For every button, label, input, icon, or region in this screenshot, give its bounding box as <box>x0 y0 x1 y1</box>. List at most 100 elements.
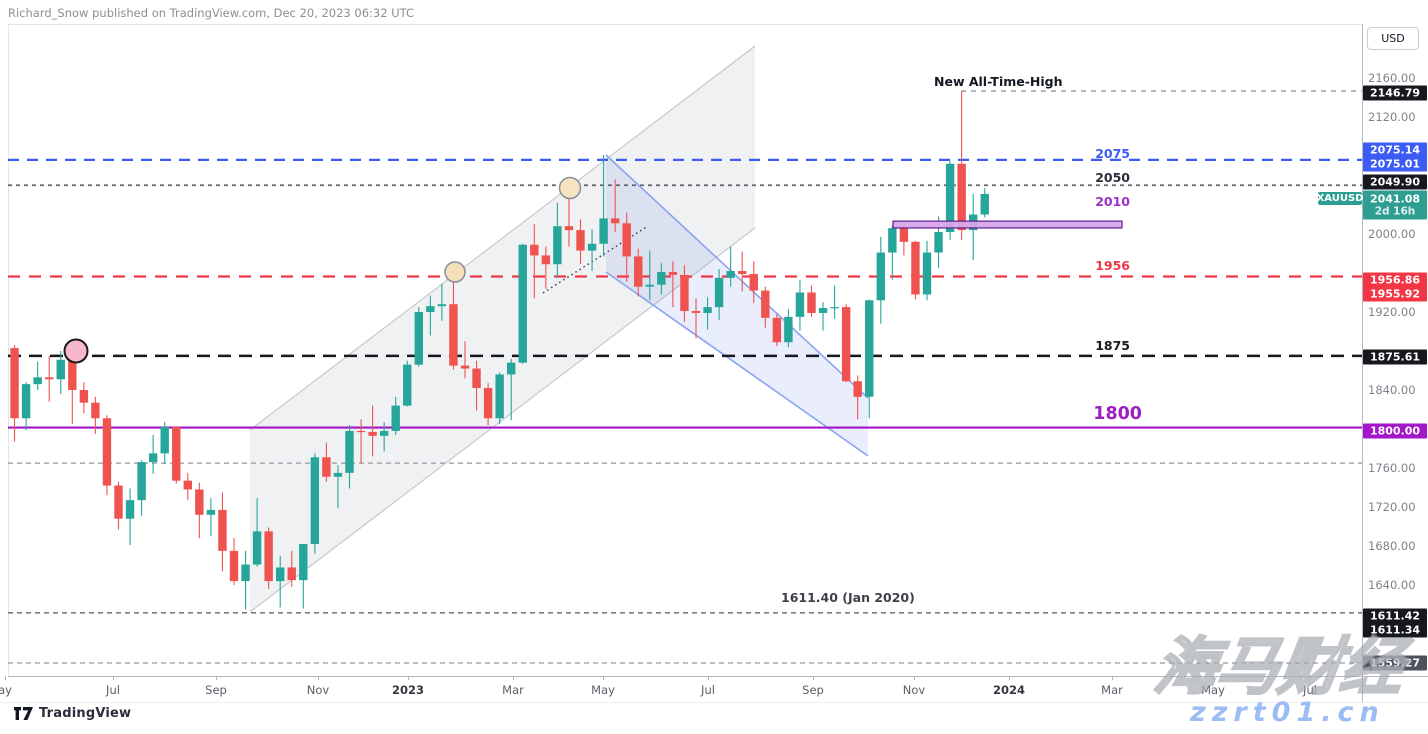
candle-body <box>784 316 793 343</box>
time-axis-tick <box>513 676 514 680</box>
candle-body <box>495 374 504 419</box>
candle-body <box>541 255 551 265</box>
candle-body <box>680 274 689 312</box>
time-axis-tick <box>1213 676 1214 680</box>
candle-body <box>472 368 481 389</box>
price-badge-1800.00: 1800.00 <box>1363 423 1427 439</box>
channel-edge <box>605 154 869 399</box>
candle-body <box>599 218 608 244</box>
price-badge-1955.92: 1955.92 <box>1363 286 1427 302</box>
time-axis-label-ay: ay <box>0 683 12 697</box>
currency-toggle-button[interactable]: USD <box>1367 27 1419 50</box>
candle-body <box>379 430 389 436</box>
candle-body <box>345 430 354 473</box>
candle-body <box>449 304 458 366</box>
candle-body <box>356 430 366 433</box>
candle-body <box>91 402 100 419</box>
price-badge-value: 1875.61 <box>1369 350 1421 364</box>
price-badge-value: 1611.42 <box>1369 609 1421 623</box>
chart-layers <box>8 45 1362 664</box>
price-scale-label: 1720.00 <box>1368 500 1416 514</box>
time-axis-label-mar: Mar <box>1101 683 1123 697</box>
time-axis-label-mar: Mar <box>502 683 524 697</box>
time-axis-tick <box>914 676 915 680</box>
price-badge-1611.42: 1611.42 <box>1363 608 1427 624</box>
candle-body <box>507 362 516 375</box>
candle-body <box>899 228 909 242</box>
candle-body <box>761 290 770 318</box>
price-badge-1611.34: 1611.34 <box>1363 622 1427 638</box>
chart-label-2010: 2010 <box>1095 194 1130 209</box>
time-axis-tick <box>813 676 814 680</box>
candle-body <box>518 244 527 363</box>
circle-marker[interactable] <box>558 176 582 200</box>
candle-body <box>703 307 712 313</box>
candle-body <box>645 284 654 287</box>
candle-body <box>45 377 54 380</box>
price-scale-label: 1640.00 <box>1368 578 1416 592</box>
time-axis-tick <box>1112 676 1113 680</box>
chart-label-1800: 1800 <box>1093 404 1142 424</box>
candle-body <box>310 457 320 545</box>
tradingview-wordmark: TradingView <box>39 706 132 721</box>
candle-body <box>922 252 932 295</box>
candle-body <box>206 509 216 515</box>
candle-body <box>911 241 920 295</box>
price-badge-value: 2075.14 <box>1369 143 1421 157</box>
candle-body <box>299 544 308 581</box>
time-axis-label-2024: 2024 <box>992 683 1026 697</box>
price-badge-2049.90: 2049.90 <box>1363 174 1427 190</box>
candle-body <box>957 163 966 231</box>
time-axis-tick <box>1009 676 1010 680</box>
candle-body <box>714 277 724 308</box>
time-axis-tick <box>408 676 409 680</box>
time-axis-tick <box>708 676 709 680</box>
candle-body <box>172 427 181 481</box>
candle-body <box>287 567 296 581</box>
candle-body <box>56 359 65 380</box>
time-axis-tick <box>216 676 217 680</box>
tradingview-footer[interactable]: TradingView <box>14 706 131 721</box>
candle-body <box>841 307 851 382</box>
candle-body <box>426 306 435 312</box>
price-badge-2041.08: 2041.08 2d 16h <box>1363 190 1427 220</box>
circle-marker[interactable] <box>63 338 89 364</box>
candle-body <box>183 480 192 490</box>
candle-body <box>322 457 331 477</box>
candle-body <box>264 531 273 582</box>
candle-body <box>668 272 678 275</box>
candle-body <box>726 271 735 278</box>
candle-body <box>738 271 747 274</box>
candle-body <box>21 384 31 419</box>
candle-body <box>807 292 816 313</box>
candle-body <box>414 312 423 365</box>
candle-body <box>483 388 493 419</box>
candle-body <box>333 472 343 477</box>
price-badge-1875.61: 1875.61 <box>1363 349 1427 365</box>
price-badge-value: 1800.00 <box>1369 424 1421 438</box>
time-axis-tick <box>5 676 6 680</box>
chart-frame-left <box>8 24 9 676</box>
price-badge-value: 2049.90 <box>1369 175 1421 189</box>
tradingview-logo-icon <box>14 707 33 720</box>
candle-body <box>634 256 643 287</box>
time-axis-label-2023: 2023 <box>391 683 425 697</box>
candle-body <box>610 218 620 224</box>
time-axis-label-may: May <box>1201 683 1225 697</box>
candle-body <box>102 418 112 486</box>
candle-body <box>564 226 574 231</box>
candle-body <box>460 365 470 369</box>
candle-body <box>79 390 89 403</box>
watermark-cn: 海马财经 <box>1149 629 1410 705</box>
candles <box>10 90 989 610</box>
bar-countdown: 2d 16h <box>1374 205 1416 218</box>
price-badge-value: 1955.92 <box>1369 287 1421 301</box>
circle-marker[interactable] <box>444 261 466 283</box>
candle-body <box>657 272 666 285</box>
candle-body <box>437 304 447 307</box>
price-scale-label: 1920.00 <box>1368 305 1416 319</box>
resistance-zone-2010[interactable] <box>892 220 1123 229</box>
candle-body <box>195 489 204 515</box>
